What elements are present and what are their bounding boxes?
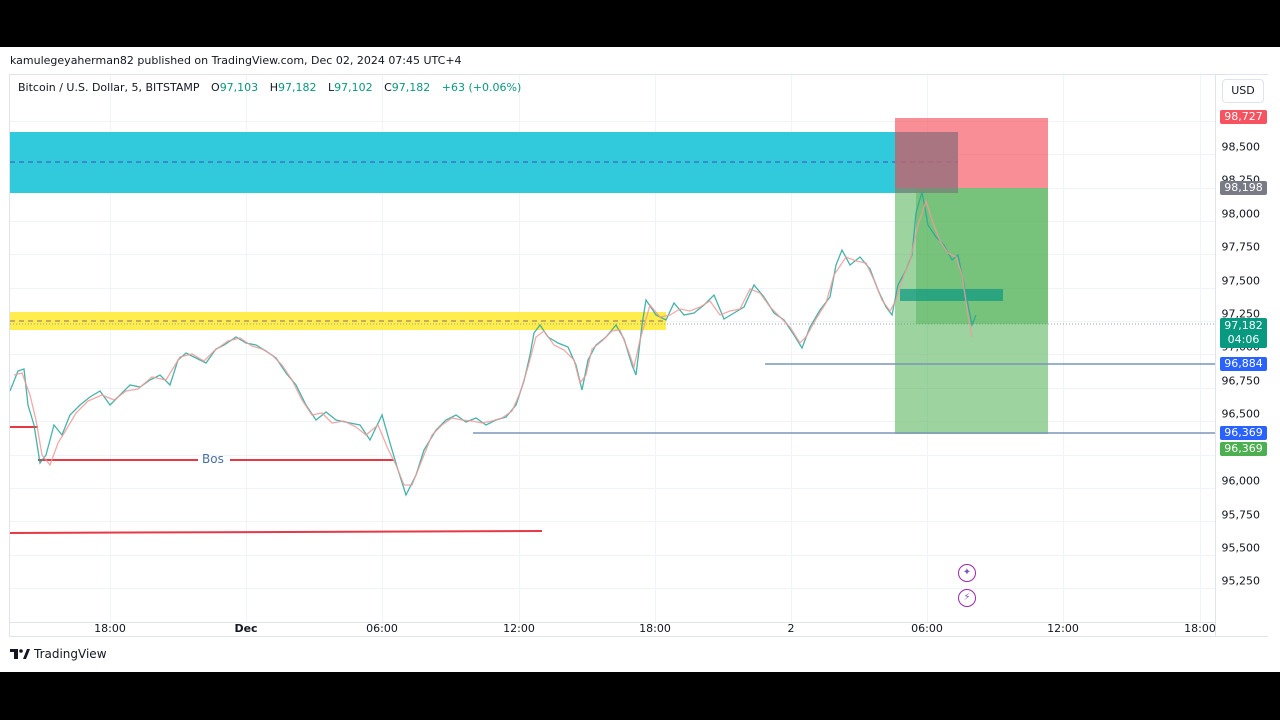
low-value: 97,102 xyxy=(334,81,373,94)
horizontal-line-price-badge-2: 96,369 xyxy=(1220,426,1267,440)
event-lightning-icon[interactable]: ⚡ xyxy=(958,589,976,607)
chart-frame: Bitcoin / U.S. Dollar, 5, BITSTAMP O97,1… xyxy=(9,74,1268,637)
tradingview-logo-icon xyxy=(10,649,30,659)
symbol-legend: Bitcoin / U.S. Dollar, 5, BITSTAMP O97,1… xyxy=(18,81,522,94)
footer-brand: TradingView xyxy=(10,647,107,661)
supply-zone xyxy=(10,132,958,193)
brand-name: TradingView xyxy=(34,647,107,661)
close-value: 97,182 xyxy=(391,81,431,94)
currency-button[interactable]: USD xyxy=(1222,79,1264,103)
open-value: 97,103 xyxy=(219,81,259,94)
last-price-badge: 97,182 04:06 xyxy=(1220,318,1267,348)
bos-label[interactable]: Bos xyxy=(202,452,224,466)
short-position-target-zone xyxy=(895,188,1048,434)
red-line-bottom xyxy=(10,530,543,534)
event-star-icon[interactable]: ✦ xyxy=(958,564,976,582)
time-scale[interactable]: 18:00 Dec 06:00 12:00 18:00 2 06:00 12:0… xyxy=(10,622,1216,637)
bar-countdown: 04:06 xyxy=(1227,333,1260,346)
take-profit-price-badge: 96,369 xyxy=(1220,442,1267,456)
stop-loss-price-badge: 98,727 xyxy=(1220,110,1267,124)
symbol-name[interactable]: Bitcoin / U.S. Dollar, 5, BITSTAMP xyxy=(18,81,200,94)
tradingview-snapshot: kamulegeyaherman82 published on TradingV… xyxy=(0,47,1280,672)
entry-price-badge: 98,198 xyxy=(1220,181,1267,195)
price-scale[interactable]: USD 98,500 98,250 98,000 97,750 97,500 9… xyxy=(1215,75,1268,636)
chart-plot-area[interactable]: Bos ✦ ⚡ xyxy=(10,75,1215,622)
change-value: +63 (+0.06%) xyxy=(441,81,522,94)
horizontal-line-price-badge: 96,884 xyxy=(1220,357,1267,371)
publish-info: kamulegeyaherman82 published on TradingV… xyxy=(10,54,462,67)
chart-canvas xyxy=(10,118,1215,534)
high-value: 97,182 xyxy=(277,81,317,94)
